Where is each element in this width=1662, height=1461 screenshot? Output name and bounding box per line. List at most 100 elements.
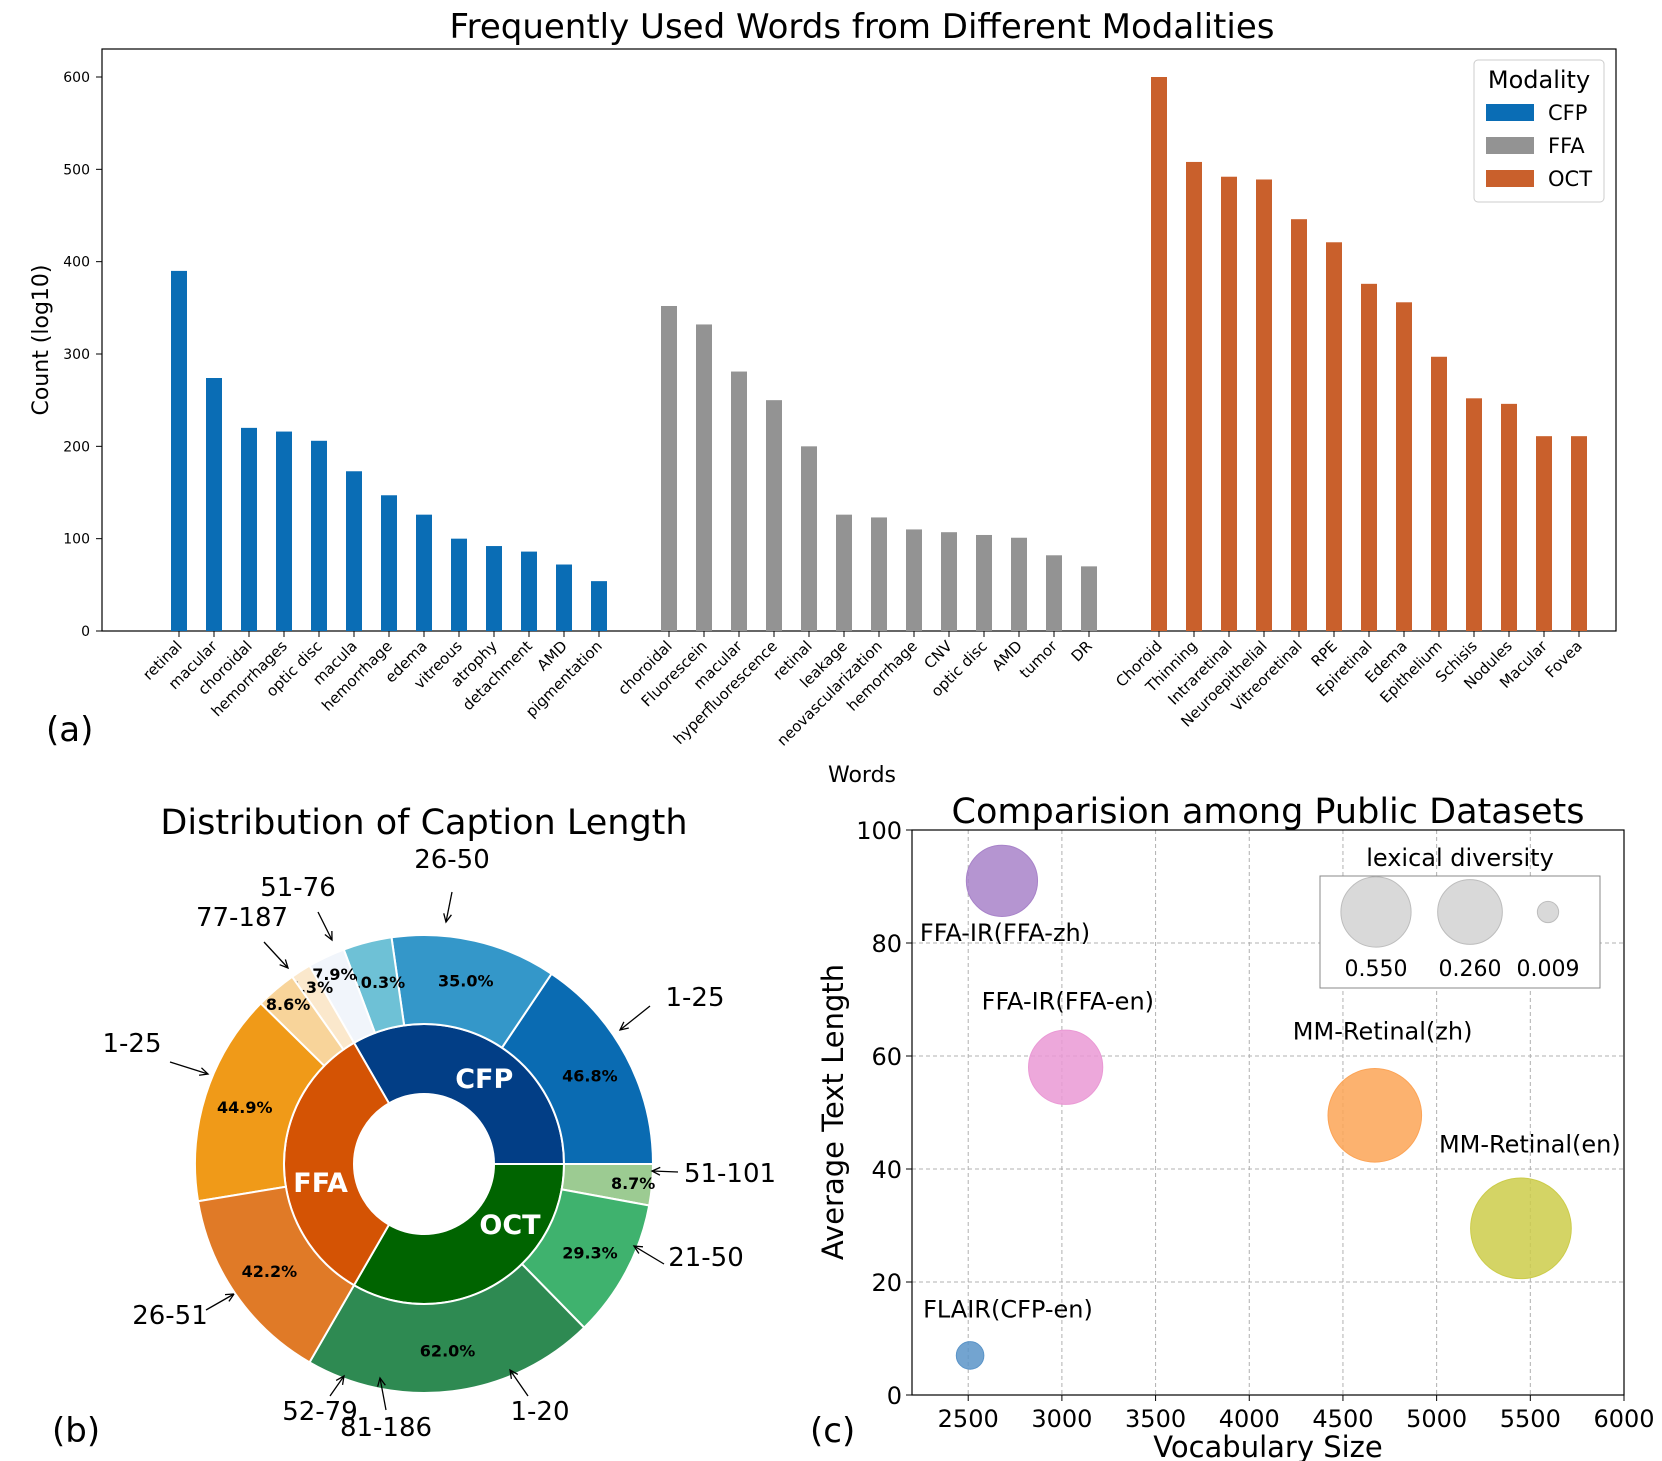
bar-cfp [241,427,257,631]
panel-a-word-frequency-chart: Frequently Used Words from Different Mod… [29,7,1617,788]
y-tick-label: 600 [63,70,90,86]
bar-ffa [871,517,887,631]
size-legend-bubble [1437,879,1503,945]
bar-cfp [591,581,607,631]
panel-c-size-legend: lexical diversity 0.550 0.260 0.009 [1319,844,1601,989]
point-label: FLAIR(CFP-en) [923,1295,1093,1323]
panel-c-ylabel: Average Text Length [816,964,850,1260]
size-legend-bubble [1536,900,1560,924]
y-tick-label: 20 [871,1269,902,1297]
panel-a-plot-frame [101,48,1617,632]
y-tick-label: 100 [856,817,902,845]
annotation-arrow [329,1375,345,1397]
bar-ffa [1081,566,1097,631]
y-tick-label: 40 [871,1156,902,1184]
panel-b-title: Distribution of Caption Length [160,803,687,843]
x-tick-label: 3000 [1031,1405,1092,1433]
y-tick-label: 400 [63,255,90,271]
outer-pct-label: 10.3% [350,973,406,992]
bubble-point [1327,1068,1423,1163]
annotation-arrowhead [443,913,452,924]
bar-oct [1501,403,1517,631]
x-tick-label: Fovea [1542,637,1586,681]
x-tick-label: 5500 [1500,1405,1561,1433]
outer-range-label: 21-50 [668,1243,744,1273]
legend-label-oct: OCT [1548,167,1592,191]
bar-cfp [381,495,397,631]
bar-oct [1466,398,1482,631]
annotation-arrow [633,1245,665,1265]
bar-oct [1396,302,1412,631]
bar-oct [1536,436,1552,631]
panel-c-dataset-comparison-scatter: Comparision among Public Datasets (c) 25… [810,792,1655,1461]
outer-range-label: 1-20 [510,1397,569,1427]
annotation-arrow [263,941,289,969]
outer-range-label: 52-79 [282,1397,358,1427]
panel-a-legend: Modality CFP FFA OCT [1473,59,1605,203]
annotation-arrowhead [324,930,333,942]
inner-label-cfp: CFP [455,1064,513,1095]
panel-a-bars [171,77,1587,632]
bar-ffa [836,514,852,631]
outer-slice-oct [308,1262,586,1394]
legend-swatch-cfp [1486,104,1534,121]
legend-label-ffa: FFA [1548,134,1585,158]
size-legend-label: 0.009 [1517,957,1580,982]
bar-cfp [171,270,187,631]
outer-range-label: 26-51 [132,1301,208,1331]
annotation-arrowhead [335,1374,345,1385]
outer-range-label: 1-25 [665,983,724,1013]
x-tick-label: 2500 [938,1405,999,1433]
bar-ffa [696,324,712,631]
bar-cfp [311,440,327,631]
panel-c-plot-frame [911,829,1625,1396]
outer-pct-label: 44.9% [217,1098,273,1117]
legend-title: Modality [1488,66,1590,94]
legend-swatch-oct [1486,170,1534,187]
panel-a-y-axis: 0 100 200 300 400 500 600 [63,70,102,640]
y-tick-label: 60 [871,1043,902,1071]
legend-swatch-ffa [1486,137,1534,154]
annotation-arrowhead [509,1368,519,1379]
size-legend-label: 0.260 [1439,957,1502,982]
x-tick-label: tumor [1016,637,1061,682]
bar-ffa [731,371,747,631]
panel-a-ylabel: Count (log10) [29,264,54,415]
x-tick-label: 4500 [1312,1405,1373,1433]
bar-cfp [416,514,432,631]
y-tick-label: 100 [63,532,90,548]
bar-oct [1571,436,1587,631]
panel-c-xlabel: Vocabulary Size [1153,1430,1383,1461]
annotation-arrow [317,911,333,941]
panel-a-title: Frequently Used Words from Different Mod… [450,7,1275,47]
inner-label-oct: OCT [479,1210,541,1241]
outer-slice-oct [560,1163,655,1207]
outer-slice-oct [520,1188,651,1330]
annotation-arrow [651,1170,679,1173]
outer-pct-label: 35.0% [438,972,494,991]
bar-cfp [486,546,502,631]
bar-cfp [521,551,537,631]
outer-range-label: 81-186 [340,1413,432,1443]
y-tick-label: 200 [63,439,90,455]
inner-label-ffa: FFA [293,1168,348,1199]
point-label: FFA-IR(FFA-zh) [920,919,1090,947]
outer-pct-label: 8.6% [266,995,310,1014]
bar-oct [1361,283,1377,631]
bar-ffa [1011,537,1027,631]
legend-frame [1473,59,1605,203]
outer-range-label: 51-101 [684,1159,776,1189]
outer-range-label: 1-25 [102,1029,161,1059]
outer-pct-label: 29.3% [562,1243,618,1262]
panel-c-label: (c) [810,1411,855,1451]
bubble-point [955,1341,985,1370]
legend-label-cfp: CFP [1548,101,1587,125]
bar-ffa [906,529,922,631]
panel-b-label: (b) [52,1411,100,1451]
panel-a-x-axis: retinalmacularchoroidalhemorrhagesoptic … [139,631,1586,750]
bar-cfp [276,431,292,631]
x-tick-label: 4000 [1219,1405,1280,1433]
annotation-arrow [205,1293,235,1311]
size-legend-title: lexical diversity [1366,844,1554,872]
